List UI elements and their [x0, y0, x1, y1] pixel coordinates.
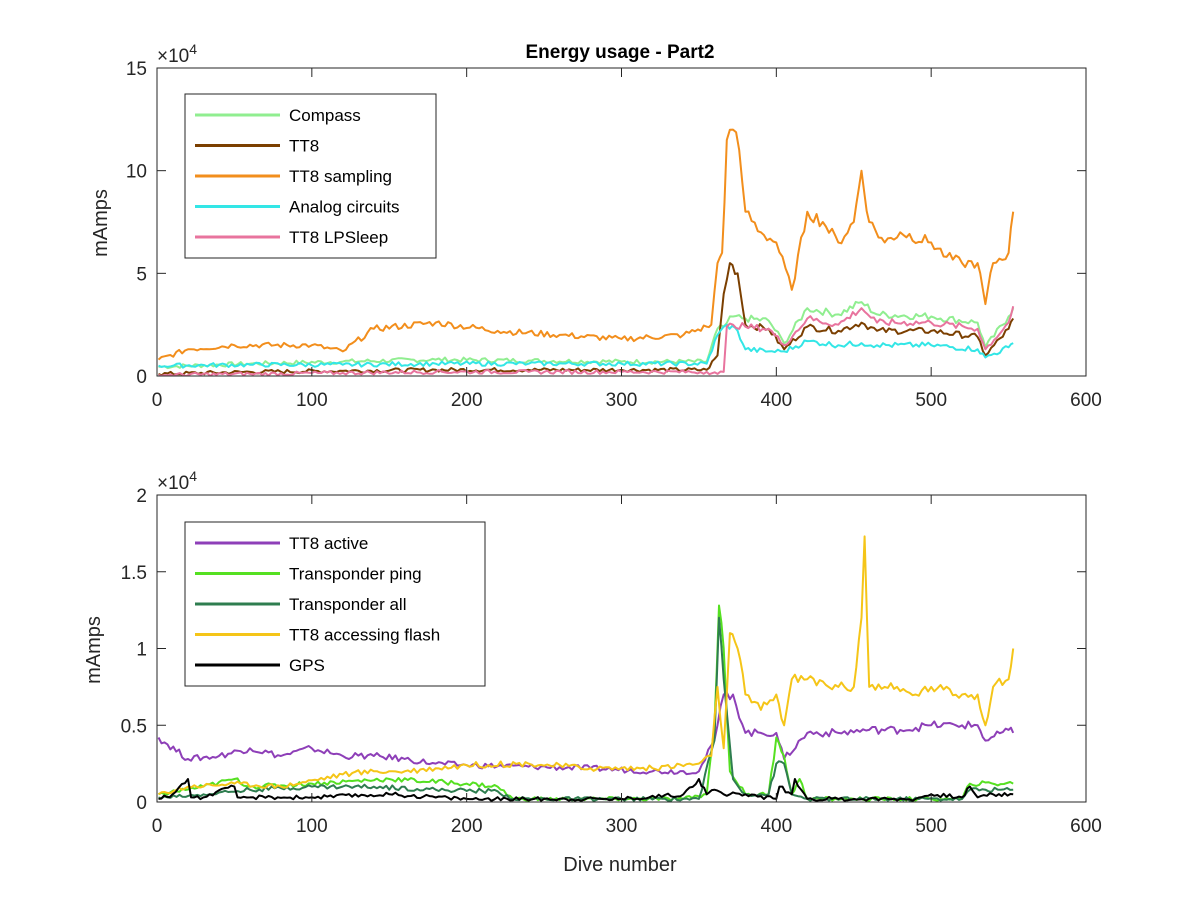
x-tick-label: 200: [451, 390, 483, 411]
x-tick-label: 0: [152, 390, 163, 411]
legend-label: Analog circuits: [289, 198, 400, 217]
legend-label: TT8 active: [289, 534, 368, 553]
legend-label: TT8: [289, 137, 319, 156]
series-line: [158, 778, 1014, 802]
legend-label: GPS: [289, 656, 325, 675]
y-axis-label: mAmps: [90, 189, 112, 257]
x-tick-label: 600: [1070, 816, 1102, 837]
x-tick-label: 300: [606, 390, 638, 411]
legend-label: TT8 sampling: [289, 167, 392, 186]
y-tick-label: 1.5: [121, 563, 147, 584]
series-line: [157, 128, 1015, 361]
x-tick-label: 600: [1070, 390, 1102, 411]
energy-chart-bottom: ×104 mAmps Dive number 0 100 200 300 400 500 6…: [83, 468, 1102, 876]
legend: Compass TT8 TT8 sampling Analog circuits TT8…: [184, 93, 437, 259]
x-tick-label: 100: [296, 390, 328, 411]
x-tick-label: 100: [296, 816, 328, 837]
legend-label: Transponder all: [289, 595, 407, 614]
energy-chart-top: Energy usage - Part2 ×104 mAmps 0 100 200 3…: [90, 41, 1102, 411]
y-tick-label: 0.5: [121, 716, 147, 737]
y-tick-label: 10: [126, 162, 147, 183]
x-tick-label: 400: [760, 816, 792, 837]
x-tick-label: 400: [760, 390, 792, 411]
y-tick-label: 15: [126, 59, 147, 80]
series-line: [157, 691, 1015, 776]
x-tick-label: 300: [606, 816, 638, 837]
y-exponent-label: ×104: [157, 468, 197, 494]
legend: TT8 active Transponder ping Transponder al…: [184, 521, 486, 687]
x-tick-label: 500: [915, 390, 947, 411]
series-line: [158, 305, 1015, 376]
x-tick-label: 0: [152, 816, 163, 837]
legend-label: TT8 LPSleep: [289, 228, 388, 247]
series-line: [157, 535, 1015, 796]
y-exponent-label: ×104: [157, 41, 197, 67]
y-tick-label: 2: [136, 486, 147, 507]
y-tick-label: 0: [136, 793, 147, 814]
x-tick-label: 500: [915, 816, 947, 837]
y-axis-label: mAmps: [83, 616, 105, 684]
x-axis-label: Dive number: [563, 854, 677, 876]
legend-label: TT8 accessing flash: [289, 626, 440, 645]
y-tick-label: 1: [136, 640, 147, 661]
chart-title: Energy usage - Part2: [525, 42, 714, 63]
y-tick-label: 0: [136, 367, 147, 388]
series-line: [158, 323, 1014, 369]
x-tick-label: 200: [451, 816, 483, 837]
legend-label: Compass: [289, 106, 361, 125]
legend-label: Transponder ping: [289, 565, 422, 584]
y-tick-label: 5: [136, 264, 147, 285]
